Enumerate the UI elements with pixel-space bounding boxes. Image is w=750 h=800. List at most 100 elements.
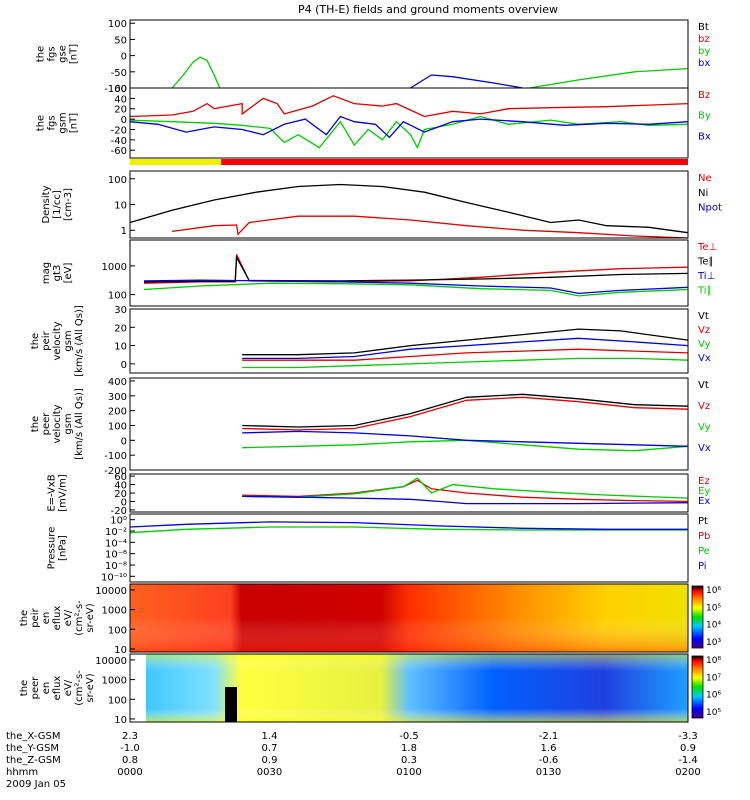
- y-tick-label: -20: [111, 506, 127, 517]
- y-tick-label: 60: [114, 84, 127, 95]
- series-line-Vz: [242, 396, 689, 431]
- spectrogram-shade: [130, 584, 688, 652]
- spectrogram-gap: [225, 687, 237, 722]
- y-tick-label: 100: [108, 291, 127, 302]
- x-tick-label: 0.8: [122, 755, 138, 766]
- y-axis-label-line: [nT]: [69, 44, 80, 64]
- legend-entry: Ex: [698, 496, 710, 507]
- y-axis-label-line: [cm-3]: [63, 188, 74, 221]
- y-axis-label-line: sr-eV): [85, 673, 96, 702]
- spectrogram-shade: [130, 654, 688, 722]
- series-line-Bx: [129, 115, 689, 139]
- colorbar-tick-label: 10⁶: [706, 586, 721, 596]
- y-axis-label: thepeerenefluxeV/(cm²-s-sr-eV): [19, 670, 96, 706]
- y-axis-label: Density[1/cc][cm-3]: [41, 185, 74, 223]
- y-tick-label: 10000: [95, 656, 127, 667]
- y-tick-label: 10⁻⁴: [105, 538, 127, 549]
- series-line-Ex: [242, 495, 689, 505]
- y-axis-label-line: eflux: [52, 606, 63, 631]
- y-tick-label: -100: [104, 451, 127, 462]
- x-tick-label: 0.9: [262, 755, 278, 766]
- panel-frame: [129, 377, 689, 471]
- xaxis-row-label: hhmm: [6, 767, 38, 778]
- y-axis-label-line: peir: [30, 607, 41, 627]
- panel-frame: [129, 19, 689, 89]
- mode-bar: [130, 159, 222, 165]
- y-tick-label: 10000: [95, 586, 127, 597]
- x-tick-label: -1.0: [120, 743, 140, 754]
- legend-entry: Vt: [698, 380, 709, 391]
- y-tick-label: -100: [104, 84, 127, 95]
- legend-entry: Vx: [698, 353, 711, 364]
- y-tick-label: 1000: [102, 606, 127, 617]
- y-axis-label-line: eV/: [63, 609, 74, 626]
- series-line-Vx: [242, 430, 689, 447]
- colorbar-tick-label: 10³: [706, 638, 721, 648]
- y-axis-label-line: E=-VxB: [47, 474, 58, 511]
- x-tick-label: -0.6: [539, 755, 559, 766]
- figure-title: P4 (TH-E) fields and ground moments over…: [298, 3, 558, 16]
- y-axis-label-line: [nPa]: [58, 535, 69, 561]
- y-tick-label: 50: [114, 35, 127, 46]
- panel-frame: [129, 473, 689, 513]
- y-axis-label-line: fgs: [47, 46, 58, 61]
- xaxis-date: 2009 Jan 05: [6, 779, 66, 790]
- legend-entry: By: [698, 111, 711, 122]
- y-axis-label: Pressure[nPa]: [47, 527, 69, 570]
- y-tick-label: 1: [121, 226, 127, 237]
- series-line-Pi: [129, 521, 688, 530]
- y-tick-label: 40: [114, 94, 127, 105]
- y-tick-label: 20: [114, 489, 127, 500]
- panel-frame: [129, 239, 689, 307]
- x-tick-label: 0130: [536, 767, 561, 778]
- y-tick-label: -40: [111, 136, 127, 147]
- y-axis-label-line: mag: [41, 262, 52, 284]
- y-tick-label: 100: [108, 19, 127, 30]
- series-line-Ey: [242, 477, 689, 499]
- legend-entry: Bz: [698, 90, 710, 101]
- y-axis-label-line: [km/s (All Qs)]: [74, 388, 85, 460]
- x-tick-label: 0100: [396, 767, 421, 778]
- x-tick-label: 0000: [117, 767, 142, 778]
- legend-entry: Npot: [698, 203, 722, 214]
- y-axis-label-line: the: [36, 115, 47, 131]
- y-axis-label-line: the: [30, 333, 41, 349]
- y-axis-label-line: Pressure: [47, 527, 58, 570]
- y-tick-label: 10⁻⁶: [105, 550, 127, 561]
- series-line-Vt: [242, 328, 689, 356]
- y-tick-label: 1000: [102, 676, 127, 687]
- x-tick-label: 2.3: [122, 731, 138, 742]
- legend-entry: Vt: [698, 311, 709, 322]
- x-tick-label: 0.9: [680, 743, 696, 754]
- y-tick-label: 0: [121, 497, 127, 508]
- x-tick-label: 0.3: [401, 755, 417, 766]
- y-tick-label: 400: [108, 377, 127, 388]
- y-axis-label-line: Density: [41, 185, 52, 223]
- panel-peer_spec: 10⁵ 10⁶ 10⁷ 10⁸ 10 100 1000 10000 thepeereneflux…: [19, 653, 721, 726]
- x-axis-annotation: the_X-GSM the_Y-GSM the_Z-GSM hhmm 2009 …: [6, 731, 701, 790]
- colorbar: [691, 655, 704, 719]
- y-tick-label: 100: [108, 625, 127, 636]
- y-axis-label-line: sr-eV): [85, 603, 96, 632]
- y-tick-label: -200: [104, 466, 127, 477]
- panel-frame: [129, 653, 689, 723]
- panel-frame: [129, 308, 689, 374]
- panel-density: 1 10 100 Ne Ni Npot Density[1/cc][cm-3]: [41, 170, 722, 239]
- y-axis-label-line: eV/: [63, 679, 74, 696]
- y-tick-label: 1000: [102, 262, 127, 273]
- y-axis-label-line: en: [41, 612, 52, 625]
- y-axis-label-line: gsm: [58, 112, 69, 133]
- legend-entry: Te∥: [697, 257, 714, 268]
- y-tick-label: 20: [114, 105, 127, 116]
- y-axis-label-line: the: [30, 416, 41, 432]
- legend-entry: Ez: [698, 476, 710, 487]
- y-axis-label: thefgsgsm[nT]: [36, 112, 80, 133]
- colorbar-tick-label: 10⁵: [706, 708, 721, 718]
- y-tick-label: 0: [121, 52, 127, 63]
- y-tick-label: 30: [114, 305, 127, 316]
- series-line-Pe: [129, 526, 688, 534]
